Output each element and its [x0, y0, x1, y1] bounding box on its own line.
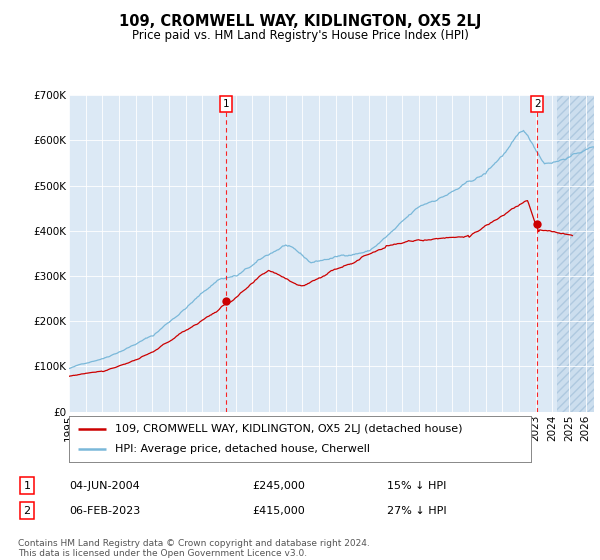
Text: 04-JUN-2004: 04-JUN-2004 — [69, 480, 140, 491]
Text: 2: 2 — [23, 506, 31, 516]
Text: 06-FEB-2023: 06-FEB-2023 — [69, 506, 140, 516]
Text: 109, CROMWELL WAY, KIDLINGTON, OX5 2LJ (detached house): 109, CROMWELL WAY, KIDLINGTON, OX5 2LJ (… — [115, 424, 463, 434]
Text: Price paid vs. HM Land Registry's House Price Index (HPI): Price paid vs. HM Land Registry's House … — [131, 29, 469, 42]
Text: 1: 1 — [23, 480, 31, 491]
Text: £245,000: £245,000 — [252, 480, 305, 491]
Text: Contains HM Land Registry data © Crown copyright and database right 2024.
This d: Contains HM Land Registry data © Crown c… — [18, 539, 370, 558]
Text: £415,000: £415,000 — [252, 506, 305, 516]
Text: 109, CROMWELL WAY, KIDLINGTON, OX5 2LJ: 109, CROMWELL WAY, KIDLINGTON, OX5 2LJ — [119, 14, 481, 29]
Text: 1: 1 — [223, 99, 229, 109]
Text: HPI: Average price, detached house, Cherwell: HPI: Average price, detached house, Cher… — [115, 444, 370, 454]
Text: 27% ↓ HPI: 27% ↓ HPI — [387, 506, 446, 516]
Text: 15% ↓ HPI: 15% ↓ HPI — [387, 480, 446, 491]
Text: 2: 2 — [534, 99, 541, 109]
